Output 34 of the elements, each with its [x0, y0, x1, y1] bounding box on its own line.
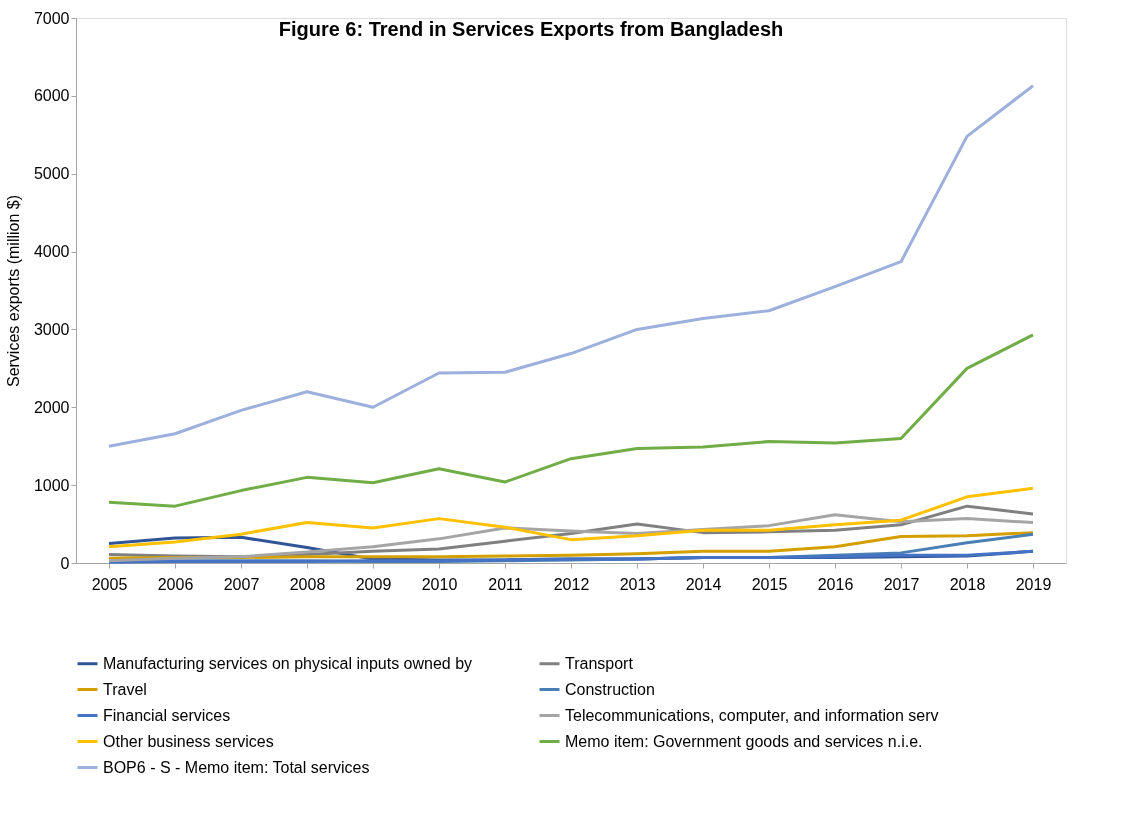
x-tick-label: 2017 — [883, 575, 920, 593]
x-tick-label: 2011 — [488, 575, 523, 593]
x-tick-label: 2010 — [421, 575, 458, 593]
y-tick-label: 5000 — [33, 165, 70, 183]
y-tick-label: 0 — [60, 554, 70, 572]
x-tick-label: 2018 — [949, 575, 986, 593]
legend-label: Telecommunications, computer, and information serv — [565, 706, 939, 724]
x-tick-label: 2008 — [289, 575, 326, 593]
x-tick-label: 2006 — [157, 575, 194, 593]
y-tick-label: 2000 — [33, 398, 70, 416]
legend-label: Other business services — [103, 732, 274, 750]
legend-label: Financial services — [103, 706, 231, 724]
legend-label: Manufacturing services on physical inputs owned by — [103, 654, 473, 672]
legend-label: Construction — [565, 680, 655, 698]
x-tick-label: 2013 — [619, 575, 656, 593]
legend-label: Memo item: Government goods and services n.i.e. — [565, 732, 923, 750]
y-axis-title: Services exports (million $) — [4, 194, 22, 388]
y-tick-label: 1000 — [33, 476, 70, 494]
y-tick-label: 7000 — [33, 9, 70, 27]
x-tick-label: 2019 — [1015, 575, 1052, 593]
x-tick-label: 2005 — [91, 575, 128, 593]
x-tick-label: 2012 — [553, 575, 590, 593]
legend-label: Transport — [565, 654, 634, 672]
x-tick-label: 2015 — [751, 575, 788, 593]
legend-label: BOP6 - S - Memo item: Total services — [103, 758, 370, 776]
y-tick-label: 3000 — [33, 320, 70, 338]
x-tick-label: 2016 — [817, 575, 854, 593]
x-tick-label: 2007 — [223, 575, 260, 593]
chart-title: Figure 6: Trend in Services Exports from Bangladesh — [278, 18, 784, 40]
legend-label: Travel — [103, 680, 147, 698]
x-tick-label: 2009 — [355, 575, 392, 593]
x-tick-label: 2014 — [685, 575, 722, 593]
y-tick-label: 6000 — [33, 87, 70, 105]
y-tick-label: 4000 — [33, 243, 70, 261]
